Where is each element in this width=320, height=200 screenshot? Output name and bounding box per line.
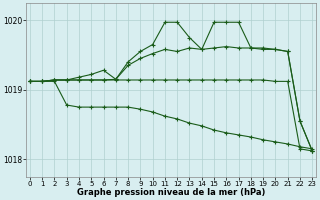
X-axis label: Graphe pression niveau de la mer (hPa): Graphe pression niveau de la mer (hPa) bbox=[77, 188, 265, 197]
